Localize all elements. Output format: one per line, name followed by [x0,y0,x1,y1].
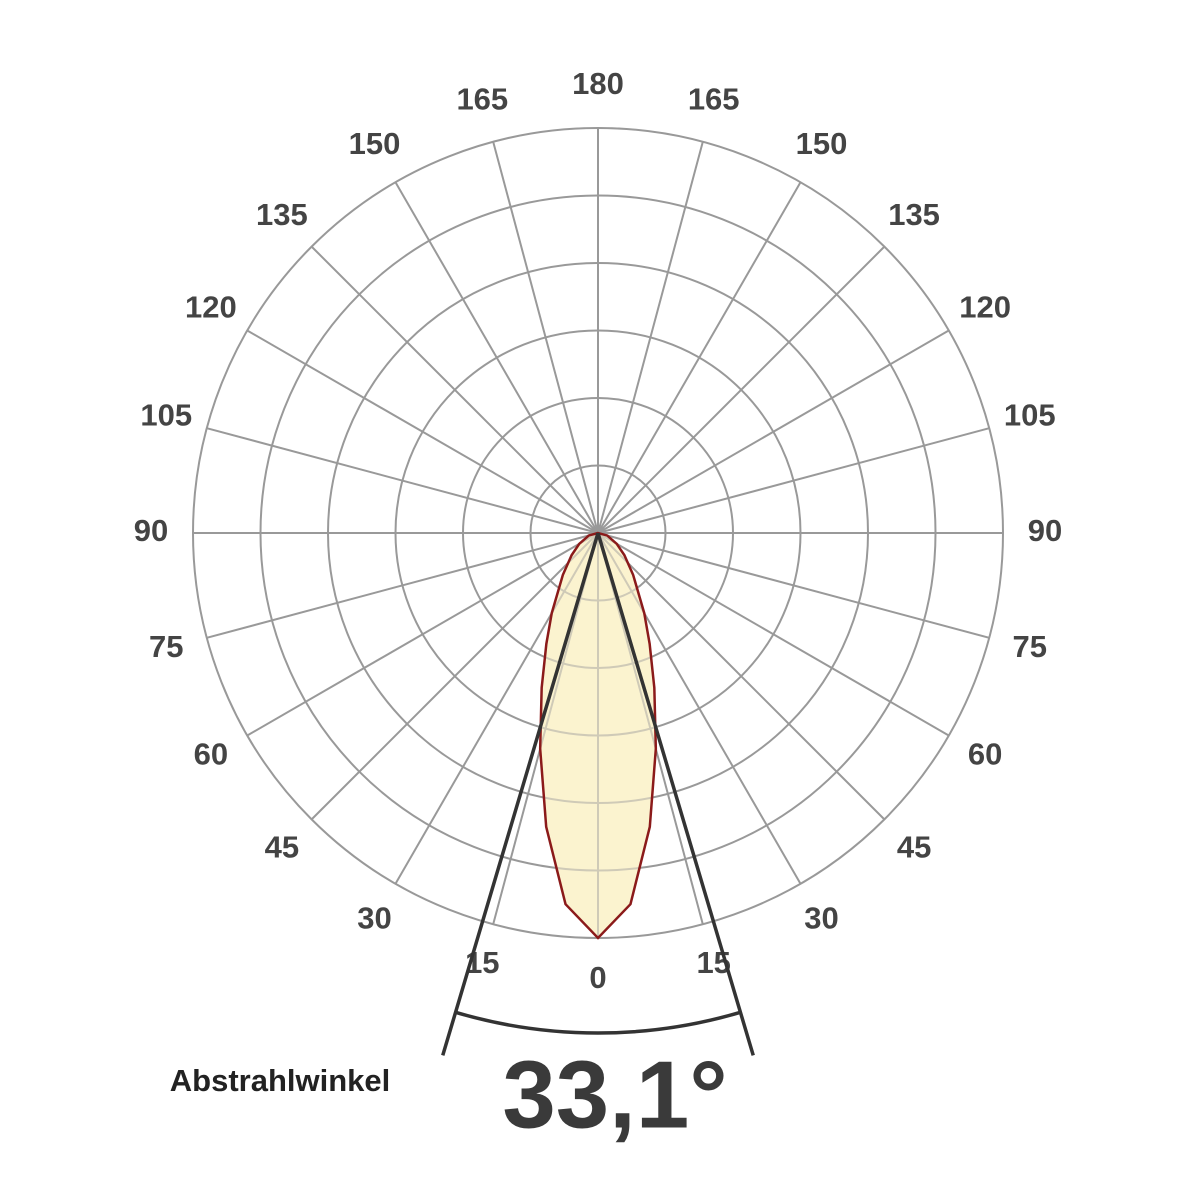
angle-tick-label: 30 [804,900,838,935]
beam-label: Abstrahlwinkel [170,1063,391,1098]
angle-tick-label: 45 [897,829,931,864]
spoke-grid-line [597,532,950,737]
spoke-grid-line [492,141,599,534]
angle-tick-label: 165 [456,81,508,116]
angle-tick-label: 45 [265,829,299,864]
angle-tick-label: 0 [589,960,606,995]
beam-angle-line [596,532,755,1056]
angle-tick-label: 60 [968,737,1002,772]
angle-tick-label: 75 [1013,629,1047,664]
angle-tick-label: 135 [256,197,308,232]
angle-tick-label: 105 [1004,397,1056,432]
beam-lobe [538,531,658,940]
spoke-grid-line [597,141,704,534]
spoke-grid-line [246,329,599,534]
angle-tick-label: 105 [140,397,192,432]
angle-tick-label: 90 [134,513,168,548]
spoke-grid-line [597,245,886,534]
spoke-grid-line [206,532,599,639]
angle-tick-label: 165 [688,81,740,116]
angle-tick-label: 120 [185,290,237,325]
beam-angle-label: 33,1° [502,1041,727,1148]
spoke-grid-line [246,532,599,737]
spoke-grid-line [597,532,886,821]
angle-tick-label: 60 [194,737,228,772]
spoke-grid-line [394,181,599,534]
spoke-grid-line [597,329,950,534]
angle-tick-label: 135 [888,197,940,232]
spoke-grid-line [597,427,990,534]
spoke-grid-line [597,181,802,534]
spoke-grid-line [310,245,599,534]
spoke-grid-line [206,427,599,534]
angle-tick-label: 90 [1028,513,1062,548]
angle-tick-label: 75 [149,629,183,664]
angle-tick-label: 150 [349,126,401,161]
beam-angle-arc [455,1010,741,1035]
beam-angle-line [441,532,600,1056]
angle-tick-label: 30 [357,900,391,935]
angle-tick-label: 150 [796,126,848,161]
spoke-grid-line [597,532,990,639]
angle-tick-label: 180 [572,66,624,101]
spoke-grid-line [310,532,599,821]
angle-tick-label: 120 [959,290,1011,325]
